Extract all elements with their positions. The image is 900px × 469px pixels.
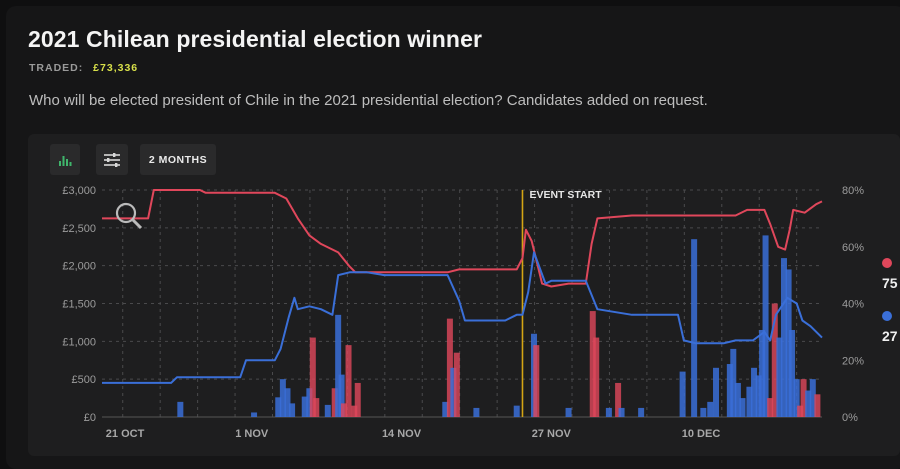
y-axis-left-tick: £0 (84, 412, 96, 424)
volume-bar (289, 403, 296, 417)
chart-settings-button[interactable] (96, 144, 128, 175)
volume-bar (354, 382, 361, 417)
traded-amount: £73,336 (93, 62, 139, 74)
y-axis-left-tick: £2,500 (62, 223, 96, 235)
volume-bar (776, 337, 783, 417)
volume-bar (351, 405, 358, 417)
volume-bar (275, 397, 282, 417)
legend-value-blue: 27 (882, 328, 898, 344)
volume-bar (755, 375, 762, 417)
chart-type-button[interactable] (50, 144, 80, 175)
series-line-red (102, 189, 823, 288)
volume-bar (279, 379, 286, 417)
volume-bar (691, 239, 698, 417)
time-range-button[interactable]: 2 MONTHS (140, 144, 216, 175)
volume-bar (759, 329, 766, 417)
y-axis-right-tick: 80% (842, 185, 864, 197)
y-axis-right-tick: 20% (842, 355, 864, 367)
volume-bar (707, 401, 714, 417)
volume-bar (335, 314, 342, 417)
traded-label: TRADED: (29, 62, 84, 74)
y-axis-right-tick: 40% (842, 299, 864, 311)
volume-bar (177, 401, 184, 417)
volume-bar (800, 379, 807, 417)
bar-chart-icon (59, 155, 72, 166)
series-line-blue (102, 251, 823, 384)
volume-bar (789, 329, 796, 417)
volume-bar (331, 388, 338, 417)
volume-bar (751, 367, 758, 417)
volume-bar (805, 390, 812, 417)
volume-bar (762, 235, 769, 417)
volume-bar (638, 407, 645, 417)
volume-bar (615, 382, 622, 417)
y-axis-left-tick: £3,000 (62, 185, 96, 197)
volume-bar (730, 348, 737, 417)
volume-bar (338, 374, 345, 417)
legend-dot-blue (882, 311, 892, 321)
legend-value-red: 75 (882, 275, 898, 291)
volume-bar (767, 398, 774, 417)
y-axis-right-tick: 60% (842, 242, 864, 254)
volume-bar (453, 352, 460, 417)
page-title: 2021 Chilean presidential election winne… (28, 26, 483, 52)
volume-bar (605, 407, 612, 417)
volume-bar (309, 337, 316, 417)
volume-bar (565, 407, 572, 417)
volume-bar (589, 311, 596, 417)
traded-volume: TRADED: £73,336 (29, 62, 138, 74)
volume-bar (713, 367, 720, 417)
x-axis-tick: 1 NOV (235, 428, 269, 440)
volume-bar (771, 303, 778, 417)
volume-bar (533, 345, 540, 417)
volume-bar (793, 379, 800, 417)
price-chart[interactable]: £0 £500 £1,000 £1,500 £2,000 £2,500 £3,000 0% 20… (0, 134, 900, 469)
volume-bar (446, 318, 453, 417)
volume-bar (618, 407, 625, 417)
volume-bar (313, 398, 320, 417)
volume-bar (700, 407, 707, 417)
y-axis-left-tick: £500 (72, 374, 96, 386)
x-axis-tick: 27 NOV (532, 428, 572, 440)
volume-bar (785, 269, 792, 417)
volume-bar (301, 396, 308, 417)
y-axis-left-tick: £1,500 (62, 299, 96, 311)
volume-bar (734, 382, 741, 417)
x-axis-tick: 14 NOV (382, 428, 422, 440)
volume-bar (814, 394, 821, 417)
y-axis-left-tick: £2,000 (62, 261, 96, 273)
volume-bar (442, 401, 449, 417)
sliders-icon (104, 152, 120, 167)
x-axis-tick: 10 DEC (682, 428, 721, 440)
volume-bar (473, 407, 480, 417)
y-axis-left-tick: £1,000 (62, 336, 96, 348)
volume-bar (679, 371, 686, 417)
volume-bar (306, 388, 313, 417)
volume-bar (739, 398, 746, 417)
volume-bar (251, 412, 258, 417)
volume-bar (324, 404, 331, 417)
volume-bar (809, 379, 816, 417)
volume-bar (450, 367, 457, 417)
volume-bar (345, 345, 352, 417)
legend-dot-red (882, 258, 892, 268)
x-axis-tick: 21 OCT (106, 428, 145, 440)
volume-bar (513, 405, 520, 417)
volume-bar (284, 388, 291, 417)
market-description: Who will be elected president of Chile i… (29, 92, 708, 109)
volume-bar (780, 258, 787, 417)
event-start-label: EVENT START (529, 189, 602, 201)
volume-bar (746, 386, 753, 417)
volume-bar (797, 405, 804, 417)
volume-bar (593, 337, 600, 417)
volume-bar (340, 403, 347, 417)
y-axis-right-tick: 0% (842, 412, 858, 424)
volume-bar (726, 364, 733, 417)
zoom-icon[interactable] (115, 202, 143, 230)
